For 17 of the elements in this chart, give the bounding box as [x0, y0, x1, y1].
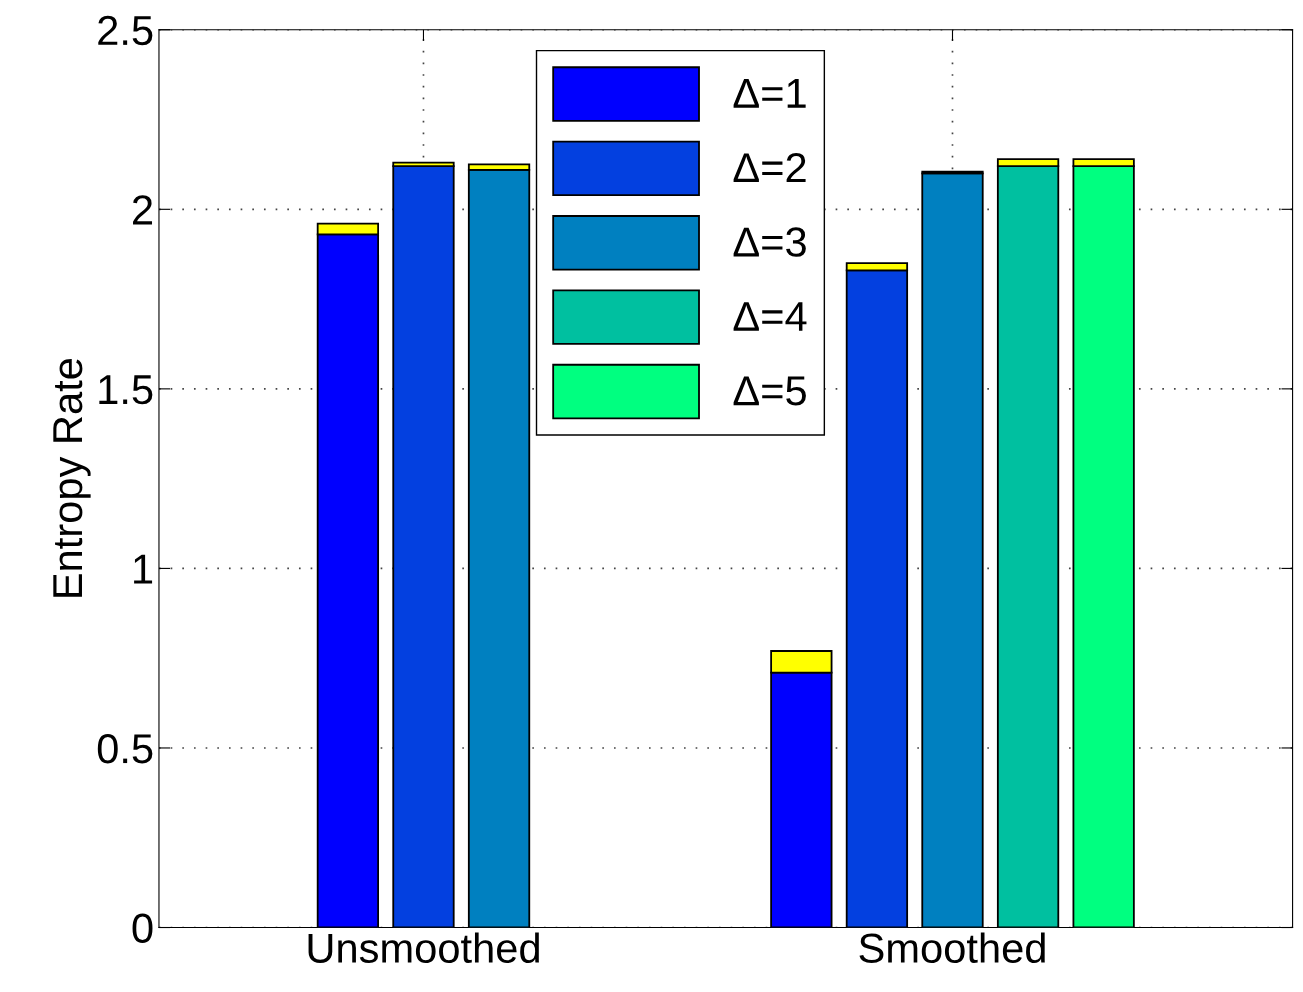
legend-label: Δ=2 [733, 152, 806, 183]
y-tick-label: 0 [132, 913, 153, 944]
y-tick-label: 2 [133, 195, 153, 225]
x-tick-label: Unsmoothed [308, 932, 539, 963]
y-tick-label: 1.5 [99, 375, 153, 405]
x-tick-label: Smoothed [859, 932, 1045, 963]
y-axis-title: Entropy Rate [53, 358, 91, 597]
legend-label: Δ=4 [733, 302, 807, 331]
y-tick-label: 1 [134, 554, 153, 584]
bar [467, 168, 531, 928]
legend-label: Δ=1 [733, 79, 806, 108]
bar [392, 165, 455, 928]
y-tick-label: 0.5 [97, 733, 153, 764]
legend-label: Δ=3 [733, 227, 806, 257]
bar [921, 172, 984, 928]
y-tick-label: 2.5 [98, 15, 153, 46]
legend-label: Δ=5 [733, 376, 806, 406]
